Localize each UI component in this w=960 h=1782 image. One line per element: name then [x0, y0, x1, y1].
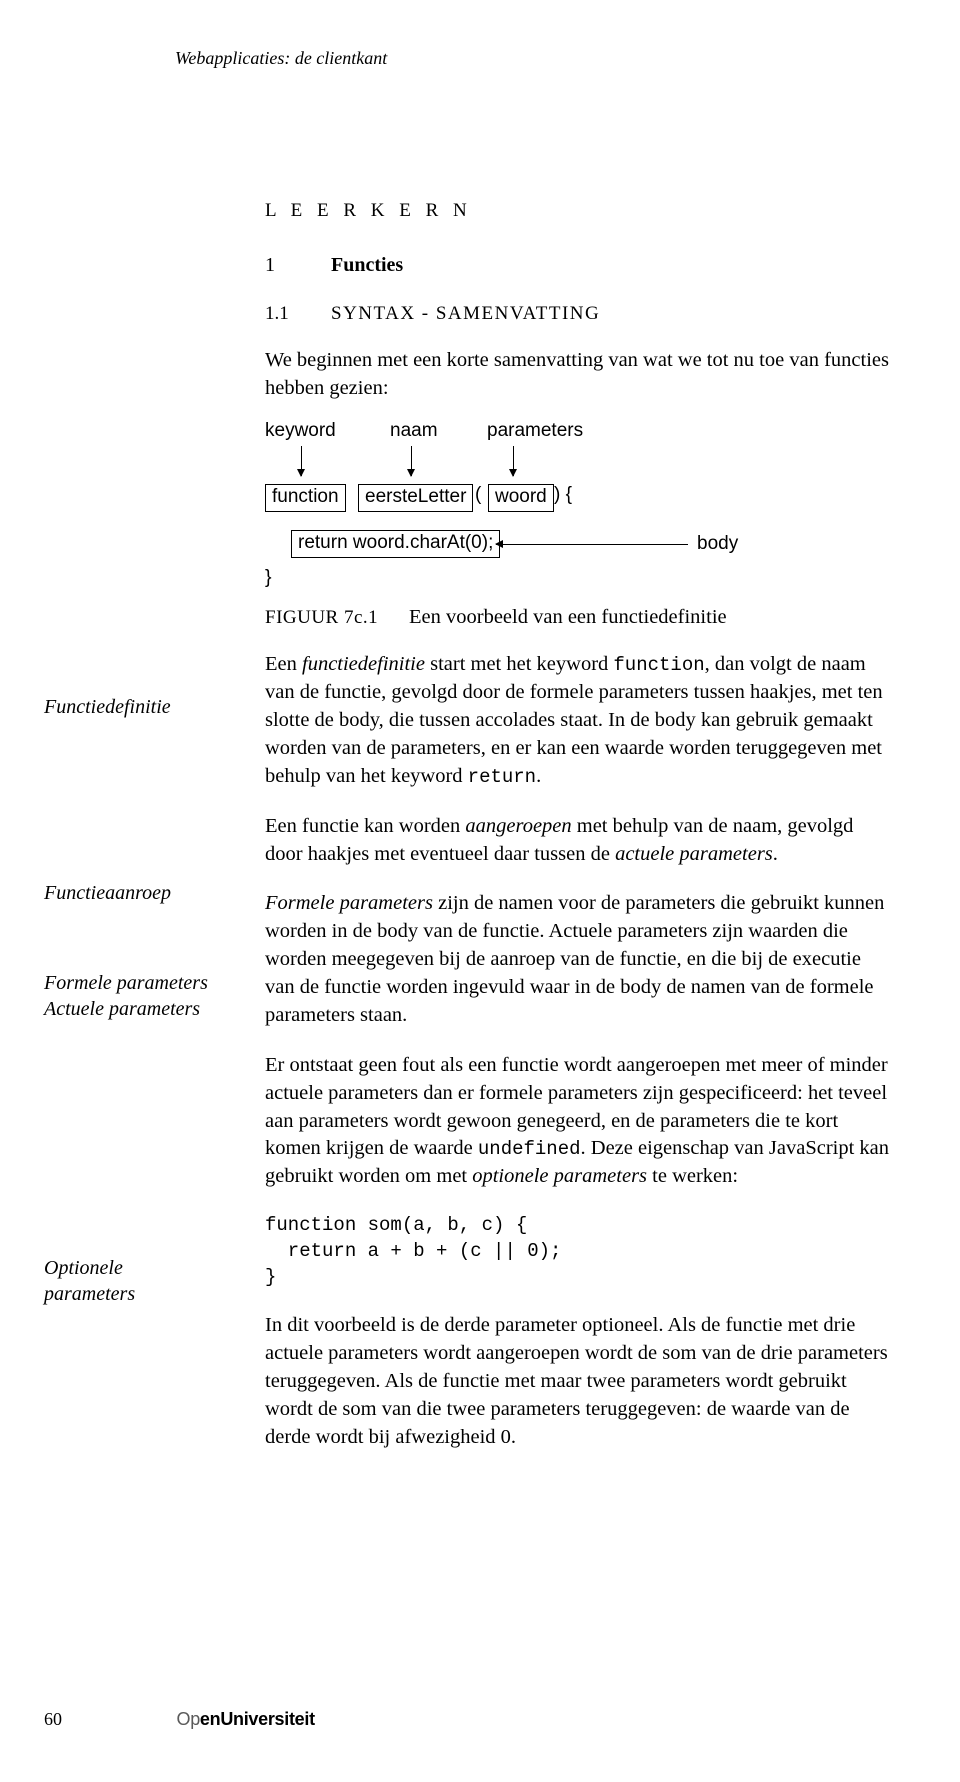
diagram-arrow-down — [301, 446, 302, 476]
para-formele-actuele: Formele parameters zijn de namen voor de… — [265, 890, 895, 1029]
running-header: Webapplicaties: de clientkant — [175, 48, 387, 69]
logo-part: en — [200, 1709, 220, 1729]
diagram-label-parameters: parameters — [487, 420, 583, 442]
section-title: Functies — [331, 254, 403, 276]
margin-note-line: Optionele — [44, 1257, 123, 1279]
margin-note-line: Actuele parameters — [44, 998, 200, 1020]
intro-paragraph: We beginnen met een korte samenvatting v… — [265, 347, 895, 402]
section-number: 1 — [265, 254, 327, 277]
diagram-box-eersteletter: eersteLetter — [358, 484, 473, 512]
code-inline: function — [613, 654, 704, 676]
term: optionele parameters — [472, 1165, 647, 1187]
margin-note-line: parameters — [44, 1283, 135, 1305]
figure-caption: Een voorbeeld van een functiedefinitie — [409, 606, 727, 628]
text: te werken: — [647, 1165, 738, 1187]
diagram-paren-close-brace: ) { — [554, 484, 572, 506]
text: . — [536, 765, 541, 787]
code-inline: return — [468, 766, 536, 788]
margin-note-line: Formele parameters — [44, 972, 208, 994]
diagram-close-brace: } — [265, 566, 272, 589]
term: aangeroepen — [465, 815, 571, 837]
page-footer: 60 OpenUniversiteit — [44, 1709, 315, 1730]
diagram-label-body: body — [697, 533, 738, 555]
margin-note-optionele: Optionele parameters — [44, 1255, 244, 1307]
text: start met het keyword — [425, 653, 613, 675]
subsection-number: 1.1 — [265, 303, 327, 325]
diagram-arrow-down — [513, 446, 514, 476]
term: actuele parameters — [615, 843, 773, 865]
page-number: 60 — [44, 1709, 172, 1730]
logo-part: Universiteit — [220, 1709, 314, 1729]
leerkern-heading: L E E R K E R N — [265, 200, 895, 222]
figure-caption-row: FIGUUR 7c.1 Een voorbeeld van een functi… — [265, 606, 895, 629]
text: Een functie kan worden — [265, 815, 465, 837]
diagram-arrow-down — [411, 446, 412, 476]
margin-note-formele-actuele: Formele parameters Actuele parameters — [44, 970, 244, 1022]
para-functieaanroep: Een functie kan worden aangeroepen met b… — [265, 813, 895, 869]
figure-label: FIGUUR 7c.1 — [265, 607, 405, 629]
code-block-som: function som(a, b, c) { return a + b + (… — [265, 1213, 895, 1290]
term: Formele parameters — [265, 892, 433, 914]
function-syntax-diagram: keyword naam parameters function eersteL… — [265, 420, 895, 598]
diagram-box-return: return woord.charAt(0); — [291, 530, 500, 558]
text: Een — [265, 653, 302, 675]
diagram-body-line — [496, 544, 688, 545]
diagram-label-keyword: keyword — [265, 420, 336, 442]
para-functiedefinitie: Een functiedefinitie start met het keywo… — [265, 651, 895, 790]
subsection-heading: 1.1 SYNTAX - SAMENVATTING — [265, 303, 895, 325]
diagram-paren-open: ( — [475, 484, 481, 506]
subsection-title: SYNTAX - SAMENVATTING — [331, 303, 600, 324]
diagram-box-woord: woord — [488, 484, 554, 512]
code-inline: undefined — [478, 1138, 581, 1160]
para-optionele: Er ontstaat geen fout als een functie wo… — [265, 1052, 895, 1191]
publisher-logo: OpenUniversiteit — [177, 1709, 315, 1729]
diagram-box-function: function — [265, 484, 346, 512]
text: . — [773, 843, 778, 865]
margin-note-functiedefinitie: Functiedefinitie — [44, 694, 244, 720]
para-voorbeeld: In dit voorbeeld is de derde parameter o… — [265, 1312, 895, 1451]
logo-part: Op — [177, 1709, 200, 1729]
diagram-label-naam: naam — [390, 420, 438, 442]
section-heading: 1 Functies — [265, 254, 895, 277]
term: functiedefinitie — [302, 653, 425, 675]
margin-note-functieaanroep: Functieaanroep — [44, 880, 244, 906]
